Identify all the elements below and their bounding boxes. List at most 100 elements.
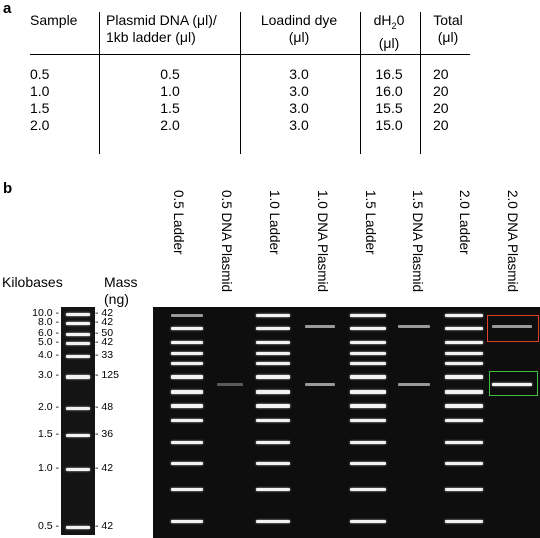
kb-tick-label: 5.0 - <box>37 336 59 348</box>
gel-ladder-band <box>445 441 483 444</box>
ladder-band <box>66 355 90 358</box>
gel-ladder-band <box>171 462 203 465</box>
table-divider <box>360 12 361 154</box>
kb-tick-label: 10.0 - <box>32 307 59 319</box>
panel-label-b: b <box>3 180 13 197</box>
kb-tick-label: 0.5 - <box>37 520 59 532</box>
plasmid-upper-band <box>398 325 430 328</box>
gel-ladder-band <box>256 375 290 379</box>
ladder-band <box>66 375 90 379</box>
ladder-band <box>66 434 90 437</box>
gel-ladder-band <box>445 341 483 344</box>
gel-ladder-band <box>445 327 483 330</box>
gel-ladder-band <box>171 314 203 317</box>
mass-label: Mass (ng) <box>104 274 138 307</box>
gel-ladder-band <box>256 419 290 422</box>
mass-tick-label: - 42 <box>95 462 114 474</box>
gel-ladder-band <box>445 462 483 465</box>
agarose-gel-image <box>153 307 540 538</box>
kb-tick-label: 1.5 - <box>37 428 59 440</box>
plasmid-band <box>217 383 243 386</box>
highlight-box-lower <box>489 371 538 396</box>
gel-ladder-band <box>171 488 203 491</box>
table-header-dye: Loadind dye (μl) <box>260 12 338 45</box>
ladder-band <box>66 313 90 316</box>
lane-label: 0.5 Ladder <box>171 190 186 255</box>
gel-ladder-band <box>171 441 203 444</box>
table-header-rule <box>30 54 470 55</box>
gel-ladder-band <box>171 341 203 344</box>
gel-ladder-band <box>256 462 290 465</box>
gel-ladder-band <box>350 462 386 465</box>
kb-tick-label: 2.0 - <box>37 401 59 413</box>
gel-ladder-band <box>445 352 483 355</box>
table-header-sample: Sample <box>30 12 78 28</box>
gel-ladder-band <box>350 327 386 330</box>
kb-tick-label: 8.0 - <box>37 316 59 328</box>
gel-ladder-band <box>171 327 203 330</box>
gel-ladder-band <box>256 520 290 523</box>
table-divider <box>420 12 421 154</box>
panel-label-a: a <box>3 0 12 17</box>
gel-ladder-band <box>350 362 386 365</box>
kb-tick-label: 1.0 - <box>37 462 59 474</box>
gel-ladder-band <box>350 341 386 344</box>
gel-ladder-band <box>350 488 386 491</box>
gel-ladder-band <box>350 404 386 408</box>
gel-ladder-band <box>445 314 483 317</box>
table-divider <box>99 12 100 154</box>
mass-tick-label: - 48 <box>95 401 114 413</box>
plasmid-upper-band <box>305 325 335 328</box>
mass-tick-label: - 42 <box>95 307 114 319</box>
gel-ladder-band <box>445 419 483 422</box>
gel-ladder-band <box>350 441 386 444</box>
gel-ladder-band <box>171 390 203 394</box>
gel-ladder-band <box>256 327 290 330</box>
gel-ladder-band <box>350 314 386 317</box>
gel-ladder-band <box>256 404 290 408</box>
ladder-band <box>66 468 90 471</box>
gel-ladder-band <box>256 352 290 355</box>
gel-ladder-band <box>256 314 290 317</box>
gel-ladder-band <box>171 375 203 379</box>
ladder-reference-gel <box>61 307 95 535</box>
gel-ladder-band <box>171 352 203 355</box>
gel-ladder-band <box>350 375 386 379</box>
kilobases-label: Kilobases <box>2 274 63 290</box>
reaction-table: Sample Plasmid DNA (μl)/ 1kb ladder (μl)… <box>30 8 470 154</box>
plasmid-band <box>305 383 335 386</box>
ladder-band <box>66 322 90 325</box>
lane-label: 2.0 Ladder <box>457 190 472 255</box>
plasmid-band <box>492 383 532 386</box>
gel-ladder-band <box>445 362 483 365</box>
gel-ladder-band <box>445 390 483 394</box>
ladder-band <box>66 342 90 345</box>
gel-ladder-band <box>256 390 290 394</box>
lane-label: 1.5 Ladder <box>363 190 378 255</box>
lane-label: 1.0 Ladder <box>267 190 282 255</box>
mass-tick-label: - 36 <box>95 428 114 440</box>
gel-ladder-band <box>445 375 483 379</box>
kb-tick-label: 4.0 - <box>37 349 59 361</box>
kb-tick-label: 6.0 - <box>37 327 59 339</box>
highlight-box-upper <box>487 315 539 342</box>
gel-ladder-band <box>171 520 203 523</box>
gel-ladder-band <box>171 419 203 422</box>
plasmid-upper-band <box>492 325 532 328</box>
gel-ladder-band <box>350 352 386 355</box>
gel-ladder-band <box>256 488 290 491</box>
mass-tick-label: - 42 <box>95 336 114 348</box>
lane-label: 1.0 DNA Plasmid <box>315 190 330 293</box>
mass-tick-label: - 125 <box>95 369 119 381</box>
gel-ladder-band <box>171 404 203 408</box>
kb-tick-label: 3.0 - <box>37 369 59 381</box>
gel-ladder-band <box>256 441 290 444</box>
table-divider <box>240 12 241 154</box>
mass-tick-label: - 33 <box>95 349 114 361</box>
gel-ladder-band <box>445 520 483 523</box>
ladder-band <box>66 526 90 529</box>
gel-ladder-band <box>256 341 290 344</box>
mass-tick-label: - 42 <box>95 520 114 532</box>
gel-ladder-band <box>350 390 386 394</box>
table-header-total: Total (μl) <box>433 12 463 45</box>
